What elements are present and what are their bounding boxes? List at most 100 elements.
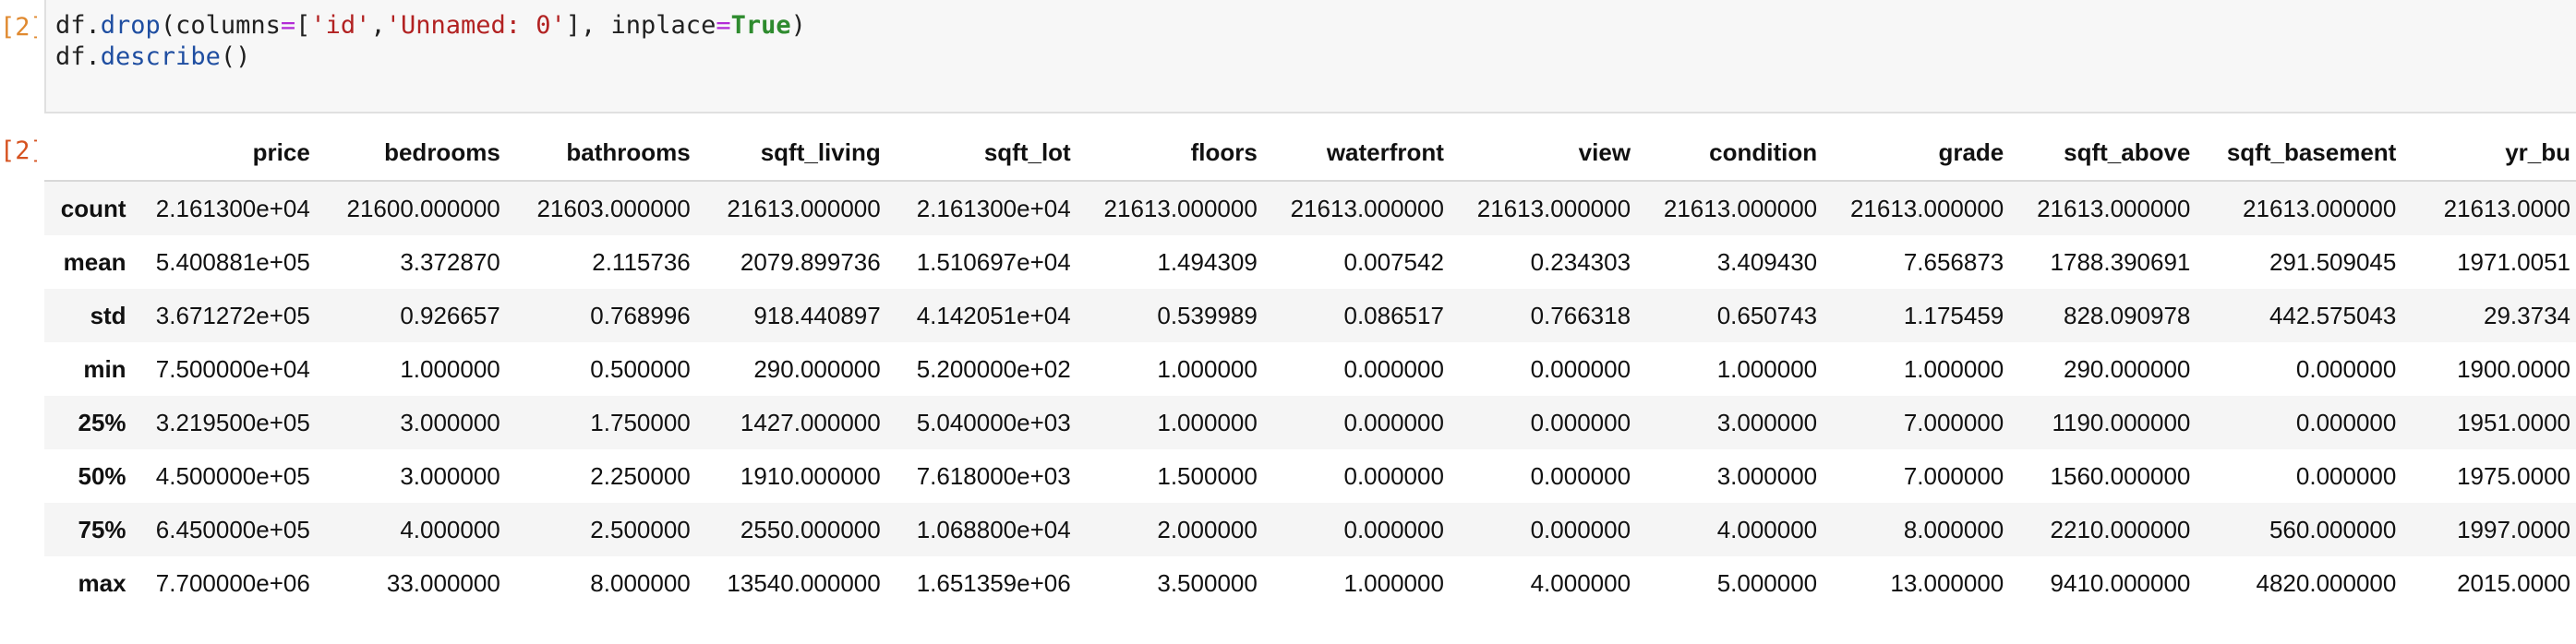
table-cell: 3.219500e+05 — [155, 408, 310, 436]
output-prompt: [2]: — [0, 137, 37, 165]
table-cell: 21613.000000 — [1476, 194, 1631, 222]
table-cell: 0.000000 — [1530, 515, 1631, 543]
table-row: count 2.161300e+04 21600.000000 21603.00000… — [44, 181, 2576, 235]
code-token-string: 'id' — [310, 11, 371, 40]
table-cell: 1.175459 — [1903, 301, 2004, 329]
code-token: , — [370, 11, 386, 40]
code-token-keyword: True — [730, 11, 791, 40]
table-cell: 0.007542 — [1343, 247, 1444, 276]
row-label: 25% — [78, 408, 126, 436]
table-cell: 1.510697e+04 — [916, 247, 1071, 276]
table-cell: 21613.000000 — [1849, 194, 2004, 222]
table-cell: 560.000000 — [2269, 515, 2397, 543]
table-cell: 1.000000 — [1716, 354, 1818, 383]
table-cell: 8.000000 — [590, 568, 691, 597]
row-label: min — [83, 354, 126, 383]
table-cell: 2.161300e+04 — [155, 194, 310, 222]
code-editor[interactable]: df.drop(columns=['id','Unnamed: 0'], inp… — [44, 0, 2576, 113]
code-token-method: drop — [100, 11, 161, 40]
code-token: ) — [790, 11, 806, 40]
table-cell: 21603.000000 — [536, 194, 691, 222]
table-cell: 0.000000 — [1343, 461, 1444, 490]
table-cell: 29.3734 — [2484, 301, 2570, 329]
code-line-drop: df.drop(columns=['id','Unnamed: 0'], inp… — [55, 10, 806, 42]
index-header — [44, 125, 132, 182]
code-token: df. — [55, 11, 101, 40]
table-row: 25% 3.219500e+05 3.000000 1.750000 1427.0000… — [44, 396, 2576, 449]
code-token-string: 'Unnamed: 0' — [385, 11, 566, 40]
code-token: (columns — [160, 11, 281, 40]
column-header: sqft_above — [2009, 125, 2197, 182]
table-body: count 2.161300e+04 21600.000000 21603.00000… — [44, 181, 2576, 610]
table-cell: 0.500000 — [590, 354, 691, 383]
table-cell: 1910.000000 — [740, 461, 881, 490]
table-cell: 0.086517 — [1343, 301, 1444, 329]
table-cell: 828.090978 — [2064, 301, 2191, 329]
table-cell: 1971.0051 — [2457, 247, 2570, 276]
table-cell: 0.539989 — [1157, 301, 1258, 329]
column-header: yr_bu — [2401, 125, 2576, 182]
table-cell: 0.768996 — [590, 301, 691, 329]
table-cell: 3.409430 — [1716, 247, 1818, 276]
table-cell: 291.509045 — [2269, 247, 2397, 276]
table-row: mean 5.400881e+05 3.372870 2.115736 2079.899… — [44, 235, 2576, 289]
table-cell: 290.000000 — [2064, 354, 2191, 383]
column-header: bedrooms — [315, 125, 506, 182]
table-cell: 7.500000e+04 — [155, 354, 310, 383]
table-cell: 1.750000 — [590, 408, 691, 436]
code-token-operator: = — [280, 11, 296, 40]
table-cell: 2.115736 — [592, 247, 691, 276]
table-cell: 0.000000 — [2295, 354, 2397, 383]
table-cell: 3.000000 — [1716, 408, 1818, 436]
output-area: price bedrooms bathrooms sqft_living sqft_lo… — [44, 125, 2576, 644]
table-cell: 9410.000000 — [2050, 568, 2191, 597]
table-cell: 1997.0000 — [2457, 515, 2570, 543]
table-cell: 1900.0000 — [2457, 354, 2570, 383]
table-cell: 1788.390691 — [2050, 247, 2191, 276]
table-cell: 4.000000 — [400, 515, 500, 543]
column-header: grade — [1823, 125, 2010, 182]
table-cell: 21613.000000 — [1663, 194, 1818, 222]
code-token-operator: = — [716, 11, 731, 40]
table-cell: 4820.000000 — [2256, 568, 2397, 597]
row-label: mean — [63, 247, 126, 276]
table-cell: 21613.000000 — [727, 194, 881, 222]
table-cell: 1.000000 — [1343, 568, 1444, 597]
table-cell: 442.575043 — [2269, 301, 2397, 329]
input-prompt: [2]: — [0, 13, 37, 42]
table-cell: 5.400881e+05 — [155, 247, 310, 276]
table-cell: 1.000000 — [1157, 408, 1258, 436]
table-cell: 0.000000 — [2295, 461, 2397, 490]
table-cell: 0.766318 — [1530, 301, 1631, 329]
table-cell: 7.000000 — [1903, 461, 2004, 490]
table-cell: 2.500000 — [590, 515, 691, 543]
code-token: df. — [55, 42, 101, 71]
table-cell: 5.000000 — [1716, 568, 1818, 597]
column-header: sqft_basement — [2196, 125, 2402, 182]
notebook-input-cell: [2]: df.drop(columns=['id','Unnamed: 0']… — [0, 0, 2576, 115]
table-row: min 7.500000e+04 1.000000 0.500000 290.00000… — [44, 342, 2576, 396]
table-cell: 7.700000e+06 — [155, 568, 310, 597]
column-header: sqft_living — [695, 125, 886, 182]
table-cell: 21613.000000 — [1103, 194, 1258, 222]
row-label: 50% — [78, 461, 126, 490]
table-header-row: price bedrooms bathrooms sqft_living sqft_lo… — [44, 125, 2576, 182]
code-line-describe: df.describe() — [55, 42, 250, 73]
table-cell: 0.000000 — [1530, 408, 1631, 436]
table-cell: 21613.000000 — [1290, 194, 1444, 222]
table-cell: 0.926657 — [400, 301, 500, 329]
table-cell: 5.040000e+03 — [916, 408, 1071, 436]
table-cell: 4.000000 — [1716, 515, 1818, 543]
table-cell: 1.500000 — [1157, 461, 1258, 490]
column-header: floors — [1076, 125, 1263, 182]
table-row: 50% 4.500000e+05 3.000000 2.250000 1910.0000… — [44, 449, 2576, 503]
table-cell: 1.000000 — [400, 354, 500, 383]
row-label: max — [78, 568, 126, 597]
column-header: waterfront — [1262, 125, 1450, 182]
column-header: condition — [1636, 125, 1824, 182]
table-cell: 918.440897 — [753, 301, 881, 329]
table-cell: 2550.000000 — [740, 515, 881, 543]
table-cell: 0.000000 — [2295, 408, 2397, 436]
table-cell: 8.000000 — [1903, 515, 2004, 543]
table-cell: 1.000000 — [1903, 354, 2004, 383]
